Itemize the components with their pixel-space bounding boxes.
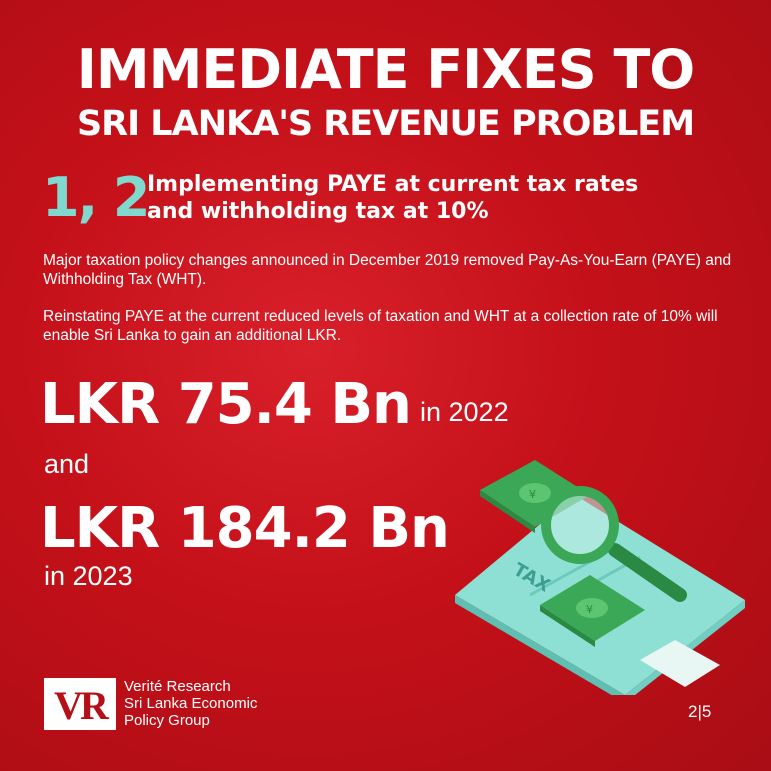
- note-symbol-top: ¥: [529, 488, 536, 501]
- page-title-line2: SRI LANKA'S REVENUE PROBLEM: [76, 104, 695, 144]
- year-2023-label: in 2023: [44, 561, 133, 591]
- org-line-3: Policy Group: [124, 712, 210, 729]
- logo-letters: VR: [54, 683, 109, 728]
- body-paragraph-2: Reinstating PAYE at the current reduced …: [43, 308, 718, 344]
- magnifier-handle: [608, 543, 687, 602]
- section-number: 1, 2: [42, 166, 150, 229]
- tax-document-illustration: TAX ¥ ¥: [455, 460, 745, 695]
- conjunction-text: and: [44, 449, 90, 479]
- page-title-line1: IMMEDIATE FIXES TO: [76, 38, 695, 101]
- organization-name: Verité Research Sri Lanka Economic Polic…: [124, 678, 257, 729]
- amount-2022: LKR 75.4 Bn: [40, 372, 412, 437]
- verite-logo: VR: [44, 678, 116, 730]
- page-indicator: 2|5: [688, 702, 712, 721]
- section-subtitle-line2: and withholding tax at 10%: [147, 199, 489, 224]
- org-line-2: Sri Lanka Economic: [124, 695, 258, 712]
- section-subtitle-line1: Implementing PAYE at current tax rates: [147, 172, 639, 197]
- magnifier-icon: [541, 486, 619, 564]
- amount-2023: LKR 184.2 Bn: [40, 496, 450, 561]
- org-line-1: Verité Research: [124, 678, 231, 695]
- body-paragraph-1: Major taxation policy changes announced …: [43, 252, 732, 288]
- year-2022-label: in 2022: [420, 397, 509, 427]
- note-symbol-bottom: ¥: [586, 603, 593, 616]
